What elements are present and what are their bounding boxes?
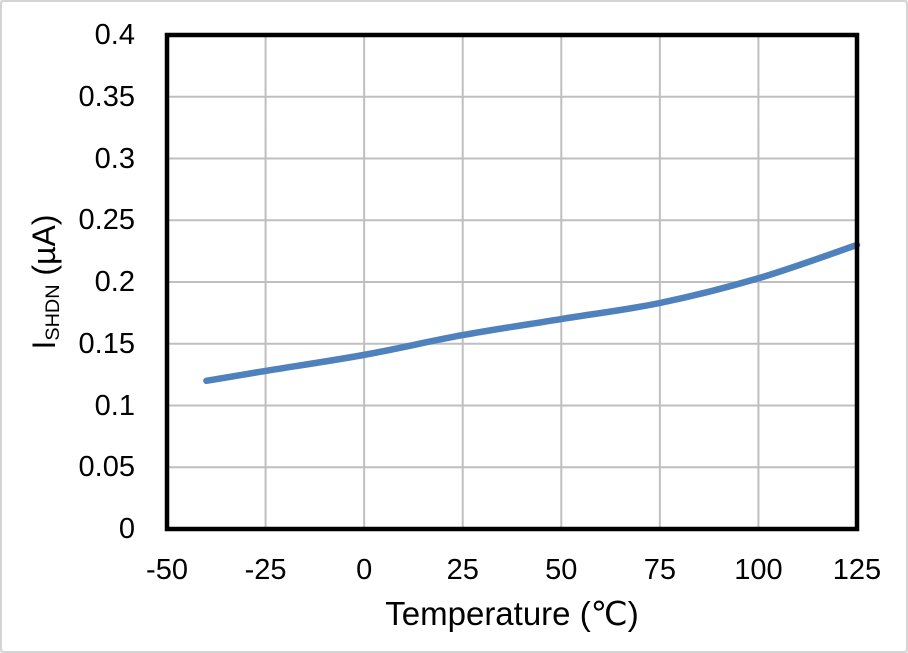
y-axis-title-unit: (µA) <box>26 214 62 285</box>
y-axis-title: ISHDN (µA) <box>22 122 66 442</box>
x-tick-label: 125 <box>832 554 882 586</box>
y-axis-title-subscript: SHDN <box>41 284 64 341</box>
series-line-ishdn <box>203 241 861 385</box>
x-tick-label: -25 <box>244 554 287 586</box>
x-tick-label: 100 <box>734 554 783 586</box>
y-tick-label: 0.4 <box>94 19 135 51</box>
x-tick-label: 50 <box>545 554 578 586</box>
x-tick-label: -50 <box>146 554 188 586</box>
x-axis-title-text: Temperature (℃) <box>385 595 639 632</box>
gridlines <box>167 35 857 529</box>
x-tick-label: 25 <box>446 554 479 586</box>
y-tick-label: 0 <box>118 513 135 545</box>
plot-area <box>164 32 861 532</box>
plot-canvas <box>164 32 861 532</box>
y-tick-label: 0.05 <box>78 451 135 484</box>
x-tick-label: 0 <box>356 554 373 586</box>
x-tick-label: 75 <box>643 554 676 586</box>
plot-border <box>164 32 860 532</box>
y-tick-label: 0.35 <box>78 80 135 113</box>
x-axis-title: Temperature (℃) <box>167 592 857 636</box>
y-axis-title-base: I <box>26 340 62 350</box>
